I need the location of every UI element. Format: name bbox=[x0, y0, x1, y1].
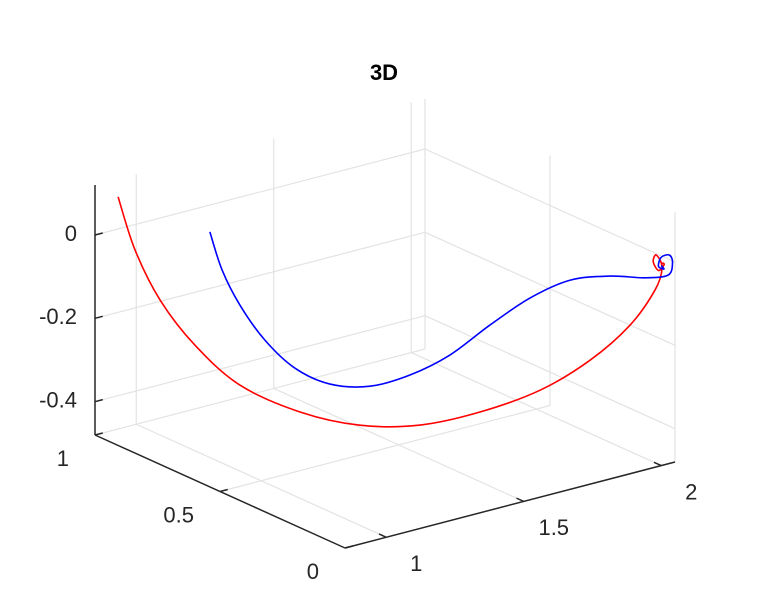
y-tick-label: 1 bbox=[57, 446, 69, 471]
x-tick-label: 1.5 bbox=[538, 515, 569, 540]
z-tick-label: -0.4 bbox=[39, 387, 77, 412]
grid-line bbox=[94, 348, 426, 436]
grid-line bbox=[219, 404, 551, 493]
z-tick-label: -0.2 bbox=[39, 304, 77, 329]
grid-line bbox=[424, 148, 676, 263]
x-axis bbox=[344, 461, 676, 549]
z-tick bbox=[94, 315, 103, 320]
z-tick bbox=[94, 232, 103, 236]
line bbox=[117, 196, 665, 428]
y-tick bbox=[219, 488, 228, 493]
y-tick bbox=[344, 545, 353, 549]
grid-line bbox=[424, 231, 676, 346]
y-tick-label: 0 bbox=[307, 559, 319, 584]
line bbox=[209, 231, 674, 388]
grid-line bbox=[94, 148, 426, 236]
x-tick bbox=[653, 461, 662, 467]
chart-title: 3D bbox=[370, 60, 398, 85]
grid-line bbox=[94, 231, 426, 319]
x-tick-label: 1 bbox=[410, 551, 422, 576]
z-tick-label: 0 bbox=[65, 221, 77, 246]
y-tick bbox=[94, 432, 103, 436]
y-tick-label: 0.5 bbox=[163, 502, 194, 527]
x-tick bbox=[378, 533, 387, 538]
x-tick bbox=[516, 497, 525, 503]
z-tick bbox=[94, 398, 103, 403]
grid-line bbox=[424, 315, 676, 430]
x-tick-label: 2 bbox=[685, 479, 697, 504]
grid-line bbox=[94, 315, 426, 403]
